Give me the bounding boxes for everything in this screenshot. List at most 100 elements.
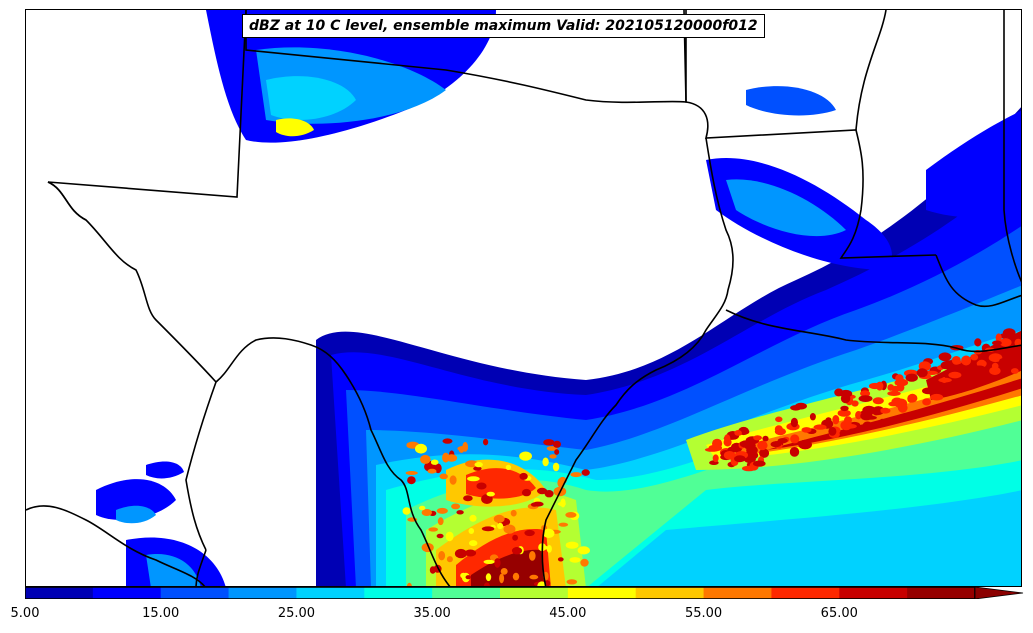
storm-cell (421, 542, 434, 553)
colorbar-tick-label: 65.00 (820, 606, 858, 621)
storm-cell (858, 395, 873, 402)
storm-cell (436, 533, 444, 539)
storm-cell (428, 527, 439, 532)
storm-cell (879, 418, 886, 426)
storm-cell (840, 405, 849, 412)
storm-cell (497, 522, 504, 530)
storm-cell (569, 557, 581, 563)
map-panel (25, 9, 1022, 587)
storm-cell (862, 421, 873, 429)
storm-cell (465, 575, 472, 580)
storm-cell (442, 438, 453, 444)
storm-cell (415, 443, 427, 454)
storm-cell (546, 545, 552, 553)
storm-cell (454, 548, 467, 559)
storm-cell (483, 438, 489, 446)
storm-cell (557, 557, 564, 562)
map-title: dBZ at 10 C level, ensemble maximum Vali… (242, 14, 765, 38)
storm-cell (500, 568, 508, 575)
storm-cell (494, 558, 501, 568)
storm-cell (469, 540, 478, 547)
storm-cell (446, 556, 453, 563)
storm-cell (529, 551, 536, 561)
storm-cell (499, 573, 505, 584)
storm-cell (511, 547, 523, 555)
colorbar-tick-label: 5.00 (10, 606, 40, 621)
storm-cell (557, 502, 566, 506)
storm-cell (451, 503, 461, 510)
storm-cell (992, 340, 1002, 346)
storm-cell (405, 471, 418, 475)
storm-cell (991, 362, 999, 370)
storm-cell (757, 440, 768, 451)
storm-cell (468, 528, 475, 534)
storm-cell (486, 491, 495, 497)
storm-cell (512, 572, 520, 581)
storm-cell (439, 473, 448, 480)
storm-cell (529, 574, 539, 580)
storm-cell (542, 457, 549, 467)
storm-cell (456, 510, 464, 515)
storm-cell (813, 424, 827, 430)
storm-cell (862, 405, 876, 415)
storm-cell (938, 352, 952, 362)
storm-cell (565, 512, 577, 518)
storm-cell (801, 427, 812, 433)
colorbar-outline (25, 587, 976, 599)
storm-cell (988, 353, 1003, 363)
storm-cell (948, 371, 962, 379)
storm-cell (734, 455, 746, 463)
storm-cell (957, 371, 972, 380)
colorbar-segment (92, 587, 162, 599)
storm-cell (938, 377, 952, 383)
colorbar (25, 587, 1024, 599)
storm-cell (930, 393, 944, 401)
storm-cell (774, 428, 787, 436)
storm-cell (519, 451, 532, 461)
storm-cell (925, 370, 938, 375)
storm-cell (445, 531, 454, 542)
reflectivity-field-north (206, 10, 1021, 270)
colorbar-tick-label: 35.00 (413, 606, 451, 621)
storm-cell (851, 400, 859, 407)
storm-cell (775, 416, 783, 423)
storm-cell (753, 435, 762, 441)
storm-cell (844, 424, 857, 429)
storm-cell (402, 507, 411, 515)
storm-cell (762, 435, 769, 442)
colorbar-segment (432, 587, 501, 599)
storm-cell (916, 368, 928, 378)
storm-cell (879, 407, 891, 414)
storm-cell (790, 417, 799, 428)
convective-cells (402, 328, 1021, 586)
colorbar-tick-label: 55.00 (684, 606, 723, 621)
storm-cell (839, 389, 853, 398)
colorbar-extend-arrow (974, 587, 1024, 599)
storm-cell (724, 434, 731, 444)
storm-cell (999, 338, 1012, 347)
storm-cell (894, 378, 909, 387)
storm-cell (436, 507, 448, 514)
storm-cell (891, 385, 900, 393)
storm-cell (762, 449, 769, 455)
storm-cell (481, 494, 493, 504)
colorbar-segment (839, 587, 908, 599)
colorbar-segment (771, 587, 840, 599)
storm-cell (712, 454, 719, 463)
storm-cell (712, 438, 723, 449)
storm-cell (999, 357, 1013, 365)
colorbar-segment (296, 587, 365, 599)
storm-cell (905, 373, 918, 382)
storm-cell (446, 454, 458, 462)
storm-cell (421, 509, 432, 516)
storm-cell (989, 366, 1001, 375)
storm-cell (790, 434, 800, 444)
storm-cell (734, 430, 742, 436)
colorbar-segment (703, 587, 772, 599)
storm-cell (438, 551, 446, 561)
colorbar-segment (567, 587, 637, 599)
storm-cell (828, 427, 837, 436)
reflectivity-field-gulf (316, 107, 1021, 586)
storm-cell (483, 559, 495, 565)
storm-cell (543, 439, 555, 446)
